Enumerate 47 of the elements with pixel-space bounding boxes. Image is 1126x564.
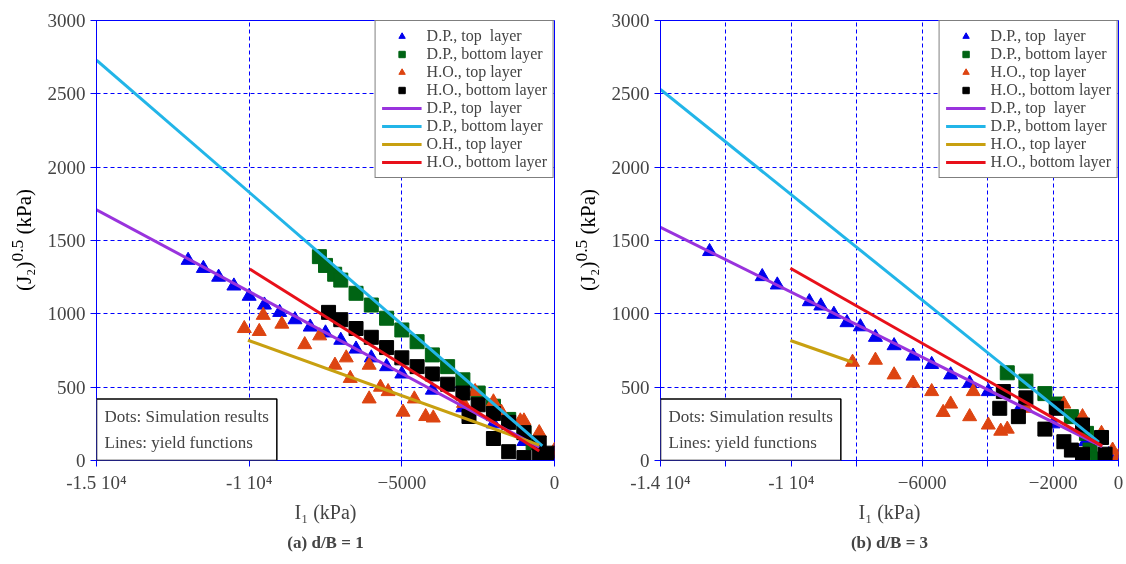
annotation: Dots: Simulation results xyxy=(668,406,833,426)
y-tick-label: 2500 xyxy=(47,83,86,105)
legend-label: H.O., bottom layer xyxy=(990,153,1111,171)
legend-label: D.P., bottom layer xyxy=(990,45,1107,63)
y-tick-label: 2500 xyxy=(611,83,650,105)
y-tick-label: 1000 xyxy=(47,303,86,325)
legend-label: D.P., top layer xyxy=(426,99,522,117)
y-tick-label: 0 xyxy=(76,450,86,471)
x-tick-label: -1.5 10⁴ xyxy=(66,471,128,493)
legend-label: D.P., top layer xyxy=(426,27,522,45)
legend-label: D.P., top layer xyxy=(990,27,1086,45)
text: (b) d/B = 3 xyxy=(850,532,929,552)
annotation: Lines: yield functions xyxy=(104,433,253,453)
x-tick-label: -1.4 10⁴ xyxy=(630,471,692,493)
legend-label: O.H., top layer xyxy=(426,135,523,153)
annotation: Lines: yield functions xyxy=(668,433,817,453)
legend-label: H.O., top layer xyxy=(990,135,1087,153)
x-tick-label: 0 xyxy=(1113,471,1124,493)
x-axis-title: I₁ (kPa) xyxy=(294,500,357,524)
legend-label: H.O., top layer xyxy=(990,63,1087,81)
legend-label: D.P., bottom layer xyxy=(426,117,543,135)
x-tick-label: −2000 xyxy=(1028,471,1078,493)
x-axis-title: I₁ (kPa) xyxy=(858,500,921,524)
y-tick-label: 500 xyxy=(621,376,650,398)
y-tick-label: 1000 xyxy=(611,303,650,325)
y-tick-label: 1500 xyxy=(611,230,650,251)
legend-label: D.P., bottom layer xyxy=(426,45,543,63)
x-tick-label: −5000 xyxy=(377,471,427,493)
legend-label: D.P., bottom layer xyxy=(990,117,1107,135)
y-tick-label: 2000 xyxy=(611,156,650,178)
legend-label: H.O., bottom layer xyxy=(990,81,1111,99)
text: (a) d/B = 1 xyxy=(287,532,364,552)
y-tick-label: 2000 xyxy=(47,156,86,178)
x-tick-label: -1 10⁴ xyxy=(768,471,815,493)
y-tick-label: 1500 xyxy=(47,230,86,251)
y-tick-label: 3000 xyxy=(611,10,650,31)
legend-label: D.P., top layer xyxy=(990,99,1086,117)
legend-label: H.O., top layer xyxy=(426,63,523,81)
x-tick-label: -1 10⁴ xyxy=(226,471,273,493)
legend-label: H.O., bottom layer xyxy=(426,153,547,171)
y-tick-label: 3000 xyxy=(47,10,86,31)
x-tick-label: 0 xyxy=(549,471,560,493)
y-tick-label: 0 xyxy=(640,450,650,471)
x-tick-label: −6000 xyxy=(897,471,947,493)
legend-label: H.O., bottom layer xyxy=(426,81,547,99)
annotation: Dots: Simulation results xyxy=(104,406,269,426)
y-tick-label: 500 xyxy=(57,376,86,398)
